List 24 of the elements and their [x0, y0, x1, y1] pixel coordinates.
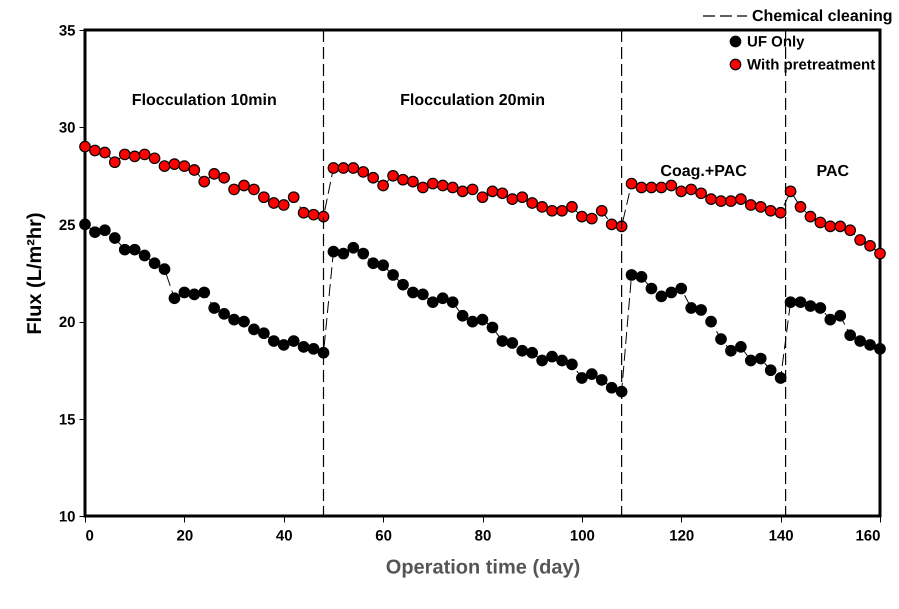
x-tick-label: 80	[474, 528, 492, 544]
x-tick-label: 140	[768, 528, 794, 544]
annotation: Flocculation 20min	[400, 92, 546, 109]
annotation: Flocculation 10min	[132, 92, 277, 109]
legend-label: UF Only	[747, 34, 806, 50]
x-tick-label: 160	[855, 528, 880, 544]
x-tick-label: 20	[176, 528, 194, 544]
y-tick-label: 35	[58, 22, 76, 40]
annotation: PAC	[816, 163, 850, 180]
x-tick-label: 120	[669, 528, 694, 544]
x-tick-label: 100	[570, 528, 595, 544]
x-tick-label: 0	[86, 528, 94, 544]
legend-label: Chemical cleaning	[752, 8, 892, 25]
legend-label: With pretreatment	[747, 56, 876, 74]
y-tick-label: 15	[58, 411, 76, 428]
y-tick-label: 25	[58, 216, 76, 234]
annotation: Coag.+PAC	[660, 163, 748, 180]
y-tick-label: 20	[58, 314, 76, 332]
y-axis-title: Flux (L/m²hr)	[24, 212, 46, 335]
y-tick-label: 30	[58, 120, 76, 137]
x-tick-label: 60	[375, 528, 392, 544]
y-tick-label: 10	[58, 508, 76, 526]
x-tick-label: 40	[276, 528, 293, 544]
x-axis-title: Operation time (day)	[386, 556, 580, 578]
